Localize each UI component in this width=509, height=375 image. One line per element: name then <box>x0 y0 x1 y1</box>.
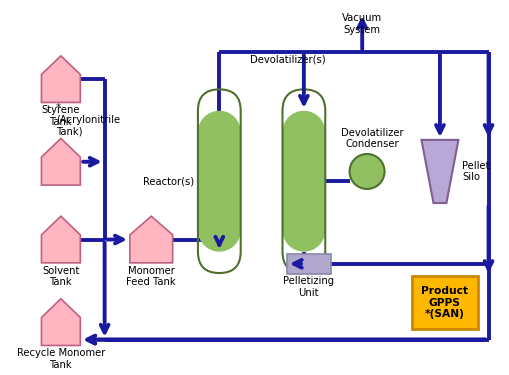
Circle shape <box>282 209 325 252</box>
Circle shape <box>349 154 384 189</box>
Bar <box>197 132 240 230</box>
Text: Solvent
Tank: Solvent Tank <box>42 266 79 287</box>
Polygon shape <box>420 140 458 203</box>
Circle shape <box>197 209 240 252</box>
Text: Recycle Monomer
Tank: Recycle Monomer Tank <box>17 348 105 370</box>
Polygon shape <box>41 56 80 102</box>
Bar <box>411 276 477 329</box>
Text: Product
GPPS
*(SAN): Product GPPS *(SAN) <box>420 286 467 319</box>
Bar <box>286 254 330 273</box>
Polygon shape <box>41 216 80 263</box>
Text: *
(Acrylonitrile
Tank): * (Acrylonitrile Tank) <box>56 103 120 136</box>
Bar <box>282 132 325 230</box>
Text: Devolatilizer
Condenser: Devolatilizer Condenser <box>340 128 403 149</box>
Polygon shape <box>41 299 80 345</box>
Text: Pelletizing
Unit: Pelletizing Unit <box>282 276 333 298</box>
Text: Pellet
Silo: Pellet Silo <box>461 160 489 182</box>
Circle shape <box>197 111 240 153</box>
Text: Styrene
Tank: Styrene Tank <box>42 105 80 127</box>
Polygon shape <box>130 216 173 263</box>
Text: Vacuum
System: Vacuum System <box>342 13 382 34</box>
Text: Reactor(s): Reactor(s) <box>143 176 193 186</box>
Circle shape <box>282 111 325 153</box>
Polygon shape <box>41 138 80 185</box>
Text: Devolatilizer(s): Devolatilizer(s) <box>250 55 325 65</box>
Text: Monomer
Feed Tank: Monomer Feed Tank <box>126 266 176 287</box>
